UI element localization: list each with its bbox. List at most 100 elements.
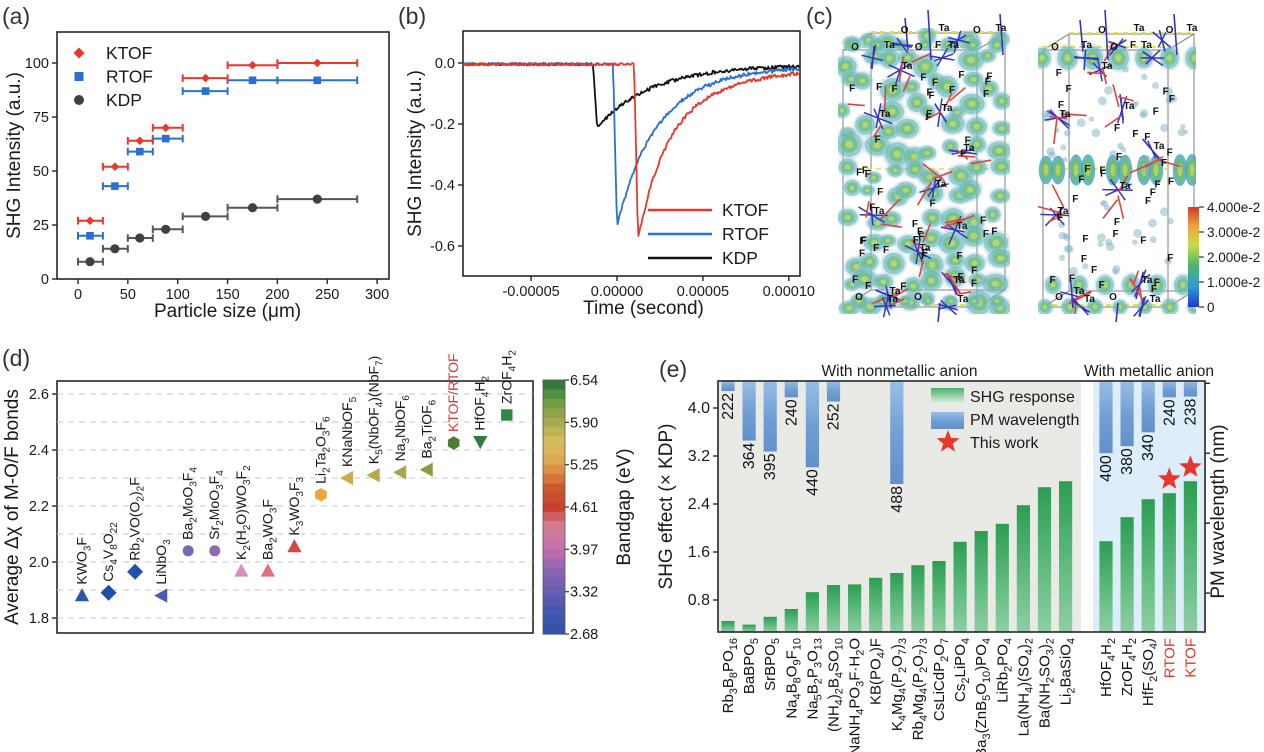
svg-text:F: F	[1082, 234, 1088, 245]
svg-text:Ta: Ta	[887, 294, 898, 305]
svg-text:Ta: Ta	[1150, 294, 1161, 305]
svg-text:F: F	[929, 91, 935, 102]
svg-text:25: 25	[33, 218, 49, 234]
svg-text:F: F	[1153, 107, 1159, 118]
svg-text:4.000e-2: 4.000e-2	[1207, 200, 1260, 215]
svg-text:F: F	[920, 73, 926, 84]
svg-text:F: F	[1058, 100, 1064, 111]
svg-text:6.54: 6.54	[570, 373, 598, 389]
svg-text:KDP: KDP	[106, 90, 142, 110]
svg-text:F: F	[1114, 217, 1120, 228]
svg-text:F: F	[859, 249, 865, 260]
svg-text:2.68: 2.68	[570, 627, 598, 643]
svg-text:F: F	[1114, 123, 1120, 134]
svg-text:F: F	[921, 251, 927, 262]
svg-text:Time (second): Time (second)	[583, 298, 704, 319]
svg-text:F: F	[958, 70, 964, 81]
svg-text:F: F	[926, 87, 932, 98]
svg-text:-0.00005: -0.00005	[502, 284, 559, 300]
svg-text:400: 400	[1098, 455, 1115, 482]
svg-text:KTOF: KTOF	[106, 43, 152, 63]
svg-text:0: 0	[74, 287, 82, 303]
svg-text:KTOF: KTOF	[722, 200, 768, 220]
svg-text:F: F	[862, 166, 868, 177]
svg-text:Ta: Ta	[1081, 40, 1092, 51]
svg-text:50: 50	[33, 164, 49, 180]
svg-text:ZrOF4​H2​: ZrOF4​H2​	[1119, 638, 1139, 696]
svg-text:F: F	[1130, 40, 1136, 51]
svg-text:PM wavelength (nm): PM wavelength (nm)	[1208, 424, 1229, 598]
svg-text:F: F	[891, 84, 897, 95]
svg-text:F: F	[991, 227, 997, 238]
svg-text:Ta: Ta	[957, 221, 968, 232]
svg-text:100: 100	[166, 287, 190, 303]
svg-text:F: F	[900, 282, 906, 293]
svg-text:3.2: 3.2	[688, 448, 710, 465]
svg-text:F: F	[877, 187, 883, 198]
svg-text:F: F	[913, 235, 919, 246]
svg-text:F: F	[1069, 273, 1075, 284]
svg-text:Rb4​Mg4​(P2​O7​)3​: Rb4​Mg4​(P2​O7​)3​	[910, 638, 930, 740]
svg-text:F: F	[1168, 176, 1174, 187]
svg-text:F: F	[958, 272, 964, 283]
svg-text:K2​(H2​O)WO3​F2​: K2​(H2​O)WO3​F2​	[233, 465, 253, 560]
svg-text:380: 380	[1119, 448, 1136, 475]
svg-text:Average Δχ of M-O/F bonds: Average Δχ of M-O/F bonds	[2, 389, 23, 625]
svg-text:F: F	[1112, 229, 1118, 240]
svg-text:F: F	[1151, 284, 1157, 295]
svg-text:0.00005: 0.00005	[677, 284, 729, 300]
svg-text:This work: This work	[970, 435, 1039, 452]
svg-text:(b): (b)	[398, 3, 426, 29]
svg-text:Rb3​B8​PO16​: Rb3​B8​PO16​	[720, 638, 740, 713]
svg-text:O: O	[851, 42, 859, 53]
svg-text:O: O	[1051, 42, 1059, 53]
svg-text:F: F	[1057, 213, 1063, 224]
svg-text:ZrOF4​H2​: ZrOF4​H2​	[498, 350, 518, 404]
svg-text:RTOF: RTOF	[106, 67, 153, 87]
svg-text:Ta: Ta	[1060, 109, 1071, 120]
svg-text:F: F	[1154, 277, 1160, 288]
svg-text:RTOF: RTOF	[722, 224, 769, 244]
svg-text:1.000e-2: 1.000e-2	[1207, 275, 1260, 290]
svg-text:(a): (a)	[2, 3, 30, 29]
svg-text:Ta: Ta	[1058, 206, 1069, 217]
svg-text:Ba2​WO3​F: Ba2​WO3​F	[259, 499, 279, 560]
svg-text:(d): (d)	[2, 345, 30, 371]
svg-text:SrBPO5​: SrBPO5​	[762, 638, 782, 691]
svg-text:(NH4​)2​B4​SO10​: (NH4​)2​B4​SO10​	[826, 638, 846, 732]
svg-text:(e): (e)	[659, 356, 687, 382]
svg-text:F: F	[1145, 196, 1151, 207]
svg-text:F: F	[1116, 152, 1122, 163]
svg-text:150: 150	[215, 287, 239, 303]
svg-text:KDP: KDP	[722, 248, 758, 268]
svg-text:0.00000: 0.00000	[591, 284, 643, 300]
svg-text:F: F	[865, 169, 871, 180]
svg-text:Ta: Ta	[1102, 61, 1113, 72]
svg-text:F: F	[980, 215, 986, 226]
svg-text:HfOF4​H2​: HfOF4​H2​	[472, 375, 492, 430]
svg-text:F: F	[876, 82, 882, 93]
svg-text:SHG Intensity (a.u.): SHG Intensity (a.u.)	[4, 72, 25, 239]
svg-text:75: 75	[33, 110, 49, 126]
svg-text:HfF2​(SO4​): HfF2​(SO4​)	[1140, 638, 1160, 706]
svg-text:0: 0	[41, 272, 49, 288]
svg-text:1.6: 1.6	[688, 544, 710, 561]
svg-text:4.0: 4.0	[688, 400, 710, 417]
svg-text:Ta: Ta	[996, 23, 1007, 34]
svg-text:O: O	[973, 25, 981, 36]
svg-text:4.61: 4.61	[570, 500, 598, 516]
svg-text:NaNH4​PO3​F·H2​O: NaNH4​PO3​F·H2​O	[847, 638, 867, 752]
svg-text:2.000e-2: 2.000e-2	[1207, 250, 1260, 265]
svg-text:O: O	[1055, 292, 1063, 303]
svg-text:With nonmetallic anion: With nonmetallic anion	[822, 363, 978, 380]
svg-text:K3​WO3​F3​: K3​WO3​F3​	[286, 476, 306, 535]
svg-text:SHG effect (× KDP): SHG effect (× KDP)	[656, 424, 677, 590]
svg-text:Ba3​(ZnB5​O10​)PO4​: Ba3​(ZnB5​O10​)PO4​	[973, 638, 993, 752]
svg-text:Bandgap (eV): Bandgap (eV)	[614, 448, 635, 565]
svg-text:Ba(NH2​SO3​)2​: Ba(NH2​SO3​)2​	[1037, 638, 1057, 728]
svg-text:F: F	[1155, 179, 1161, 190]
svg-text:F: F	[949, 85, 955, 96]
svg-text:SHG Intensity (a.u.): SHG Intensity (a.u.)	[405, 70, 426, 237]
svg-text:F: F	[965, 136, 971, 147]
svg-text:364: 364	[741, 443, 758, 470]
